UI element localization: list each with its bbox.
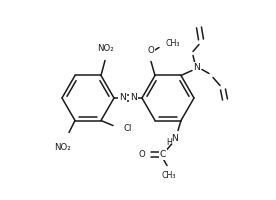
Text: N: N: [172, 134, 179, 143]
Text: O: O: [148, 46, 154, 55]
Text: H: H: [166, 138, 172, 147]
Text: Cl: Cl: [123, 124, 131, 133]
Text: N: N: [119, 94, 126, 102]
Text: NO₂: NO₂: [55, 143, 71, 152]
Text: CH₃: CH₃: [166, 39, 181, 48]
Text: NO₂: NO₂: [97, 44, 113, 53]
Text: N: N: [193, 63, 200, 72]
Text: N: N: [130, 94, 137, 102]
Text: C: C: [160, 150, 166, 159]
Text: O: O: [138, 150, 145, 159]
Text: CH₃: CH₃: [162, 171, 176, 180]
